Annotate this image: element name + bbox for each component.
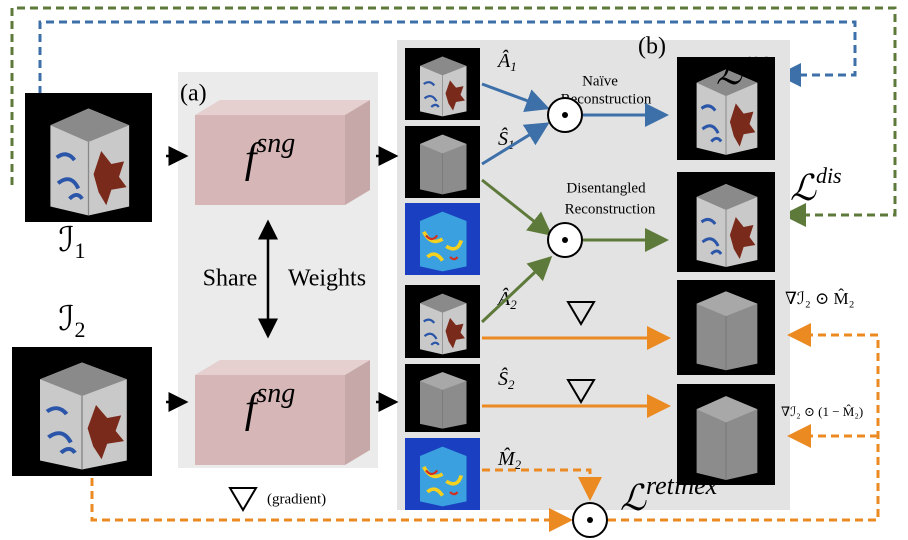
operation-label: Reconstruction [561, 91, 652, 107]
input-label: ℐ1 [59, 222, 86, 263]
output-label: Ŝ2 [498, 366, 515, 392]
dis-loop [10, 6, 897, 227]
gradient-symbol [228, 301, 596, 512]
result-image [676, 279, 776, 376]
operation-label: Reconstruction [565, 201, 656, 217]
legend-text: (gradient) [267, 491, 326, 507]
thumbnail [403, 46, 482, 122]
input-image [12, 347, 152, 476]
input-label: ℐ2 [59, 301, 86, 342]
loss-label: ℒretinex [620, 471, 718, 518]
operation-label: Naïve [582, 73, 618, 89]
thumbnail [403, 436, 482, 512]
rec-loop [38, 20, 857, 185]
thumbnail [404, 363, 481, 433]
thumbnail [403, 201, 482, 277]
share-text: Weights [288, 266, 366, 292]
encoder: fsng [195, 360, 370, 465]
gradient-label: ∇ℐ₂ ⊙ (1 − M̂₂) [781, 404, 863, 419]
share-text: Share [203, 266, 258, 292]
thumbnail [404, 125, 481, 199]
panel-label: (b) [638, 34, 666, 60]
loss-label: ℒrec [716, 47, 769, 92]
output-label: Â1 [496, 49, 517, 74]
encoder: fsng [195, 100, 370, 205]
thumbnail [403, 283, 482, 360]
odot-dot [562, 112, 593, 523]
result-image [676, 383, 776, 486]
operation-label: Disentangled [566, 180, 646, 196]
retinex-loop [90, 323, 880, 532]
loss-label: ℒdis [790, 163, 842, 208]
gradient-label: ∇ℐ₂ ⊙ M̂₂ [785, 289, 855, 308]
flow-arrows [480, 82, 671, 418]
arrows [166, 146, 399, 412]
output-label: M̂2 [497, 446, 522, 472]
result-image [675, 170, 777, 274]
input-image [23, 91, 154, 224]
panel-label: (a) [180, 81, 207, 107]
